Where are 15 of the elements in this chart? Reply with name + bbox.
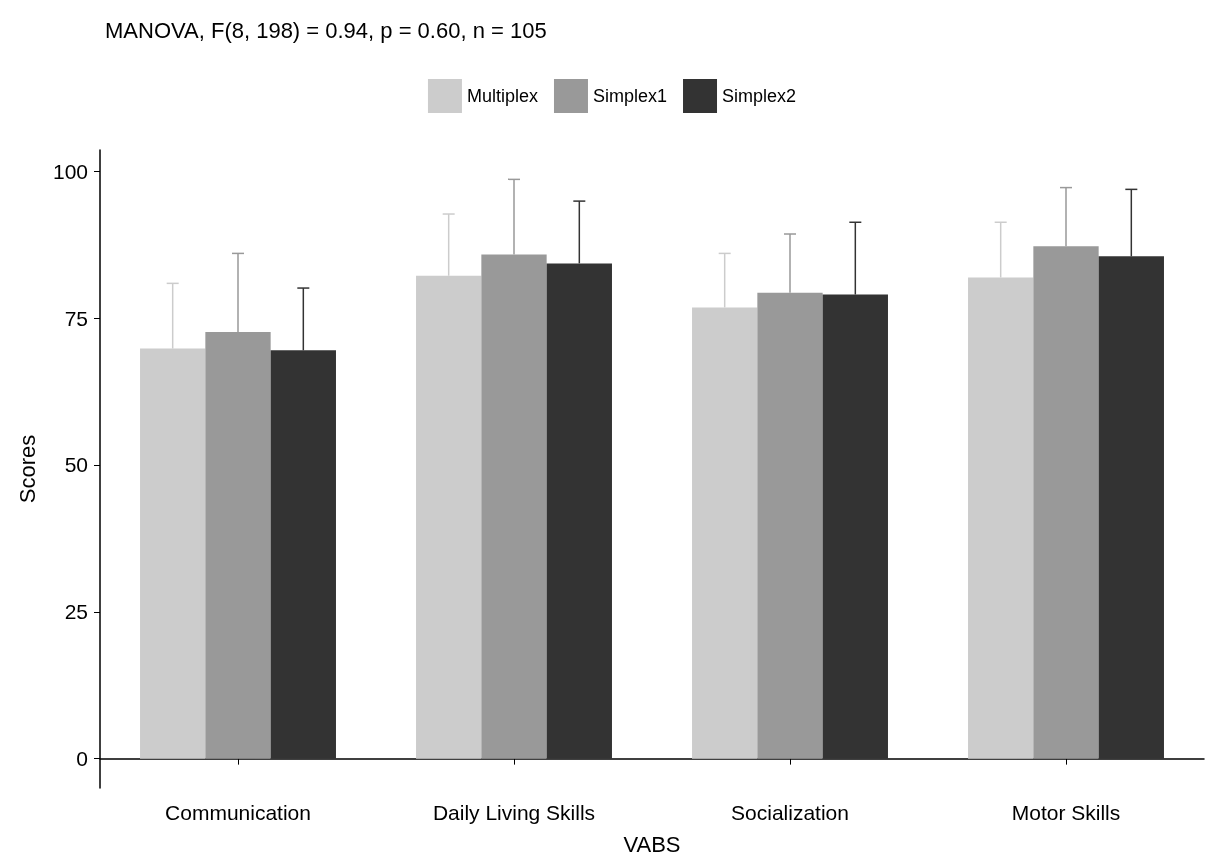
legend-label: Simplex1 [592, 86, 668, 106]
x-tick-label: Motor Skills [1011, 801, 1121, 824]
legend-label: Multiplex [466, 86, 538, 106]
legend-label: Simplex2 [722, 86, 797, 106]
x-tick-label: Socialization [731, 801, 849, 824]
x-axis-title: VABS [623, 831, 681, 857]
y-axis-title: Scores [14, 434, 40, 504]
y-tick-label: 0 [76, 747, 88, 771]
y-tick-label: 100 [52, 159, 88, 183]
x-tick-label: Communication [165, 801, 311, 824]
y-tick-label: 25 [64, 600, 88, 624]
x-tick-label: Daily Living Skills [432, 801, 596, 824]
y-tick-label: 50 [64, 453, 88, 477]
chart-title: MANOVA, F(8, 198) = 0.94, p = 0.60, n = 105 [105, 17, 547, 43]
y-tick-label: 75 [64, 306, 88, 330]
